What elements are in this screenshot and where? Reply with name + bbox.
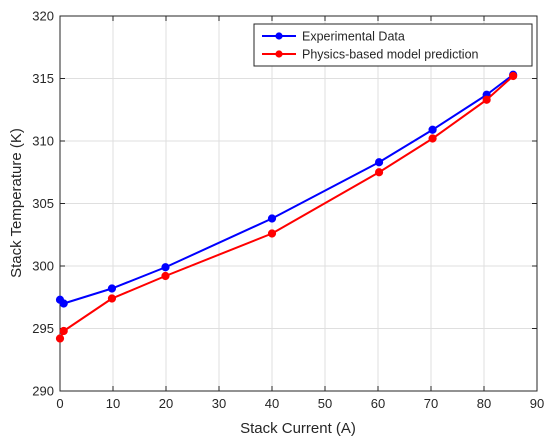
data-point	[428, 125, 437, 134]
legend-entry: Experimental Data	[262, 30, 405, 44]
series-group	[55, 70, 518, 343]
x-tick-label: 50	[318, 396, 332, 411]
y-tick-label: 295	[32, 321, 54, 336]
series-2	[55, 71, 518, 343]
x-tick-label: 30	[212, 396, 226, 411]
legend-entry: Physics-based model prediction	[262, 48, 479, 62]
y-tick-label: 320	[32, 9, 54, 24]
x-tick-label: 80	[477, 396, 491, 411]
x-axis-label: Stack Current (A)	[240, 420, 356, 437]
y-tick-label: 310	[32, 134, 54, 149]
y-tick-label: 300	[32, 259, 54, 274]
x-tick-label: 90	[530, 396, 544, 411]
data-point	[509, 71, 518, 81]
data-point	[374, 158, 384, 167]
legend-marker	[275, 50, 283, 58]
legend-label: Physics-based model prediction	[302, 48, 479, 62]
x-tick-label: 40	[265, 396, 279, 411]
x-tick-label: 60	[371, 396, 385, 411]
data-point	[267, 214, 277, 223]
data-point	[161, 263, 170, 272]
legend-label: Experimental Data	[302, 30, 405, 44]
y-axis-label: Stack Temperature (K)	[8, 128, 25, 278]
x-tick-label: 70	[424, 396, 438, 411]
y-tick-label: 315	[32, 71, 54, 86]
x-tick-label: 0	[56, 396, 63, 411]
data-point	[55, 334, 65, 343]
y-tick-label: 290	[32, 384, 54, 399]
x-tick-label: 20	[159, 396, 173, 411]
y-tick-label: 305	[32, 196, 54, 211]
data-point	[161, 271, 170, 281]
legend-marker	[275, 32, 283, 40]
data-point	[107, 294, 117, 303]
axes: 0 10 20 30 40 50 60 70 80 90 290 295 300 305 310 315 320	[32, 9, 544, 412]
data-point	[374, 168, 384, 177]
data-point	[482, 95, 491, 104]
data-point	[267, 229, 277, 238]
data-point	[107, 284, 117, 293]
series-1	[55, 70, 518, 308]
legend: Experimental Data Physics-based model pre…	[253, 23, 533, 67]
data-point	[428, 134, 437, 143]
x-tick-label: 10	[106, 396, 120, 411]
data-point	[59, 326, 68, 336]
legend-box	[253, 23, 533, 67]
data-point	[59, 299, 68, 308]
